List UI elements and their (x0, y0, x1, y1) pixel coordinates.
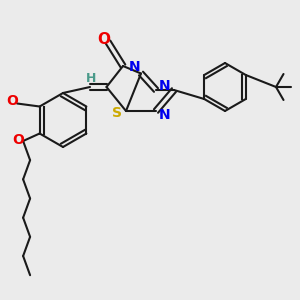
Text: O: O (97, 32, 110, 46)
Text: O: O (12, 133, 24, 146)
Text: H: H (86, 72, 97, 85)
Text: N: N (129, 60, 141, 74)
Text: O: O (6, 94, 18, 108)
Text: S: S (112, 106, 122, 120)
Text: N: N (159, 108, 170, 122)
Text: N: N (159, 80, 170, 93)
